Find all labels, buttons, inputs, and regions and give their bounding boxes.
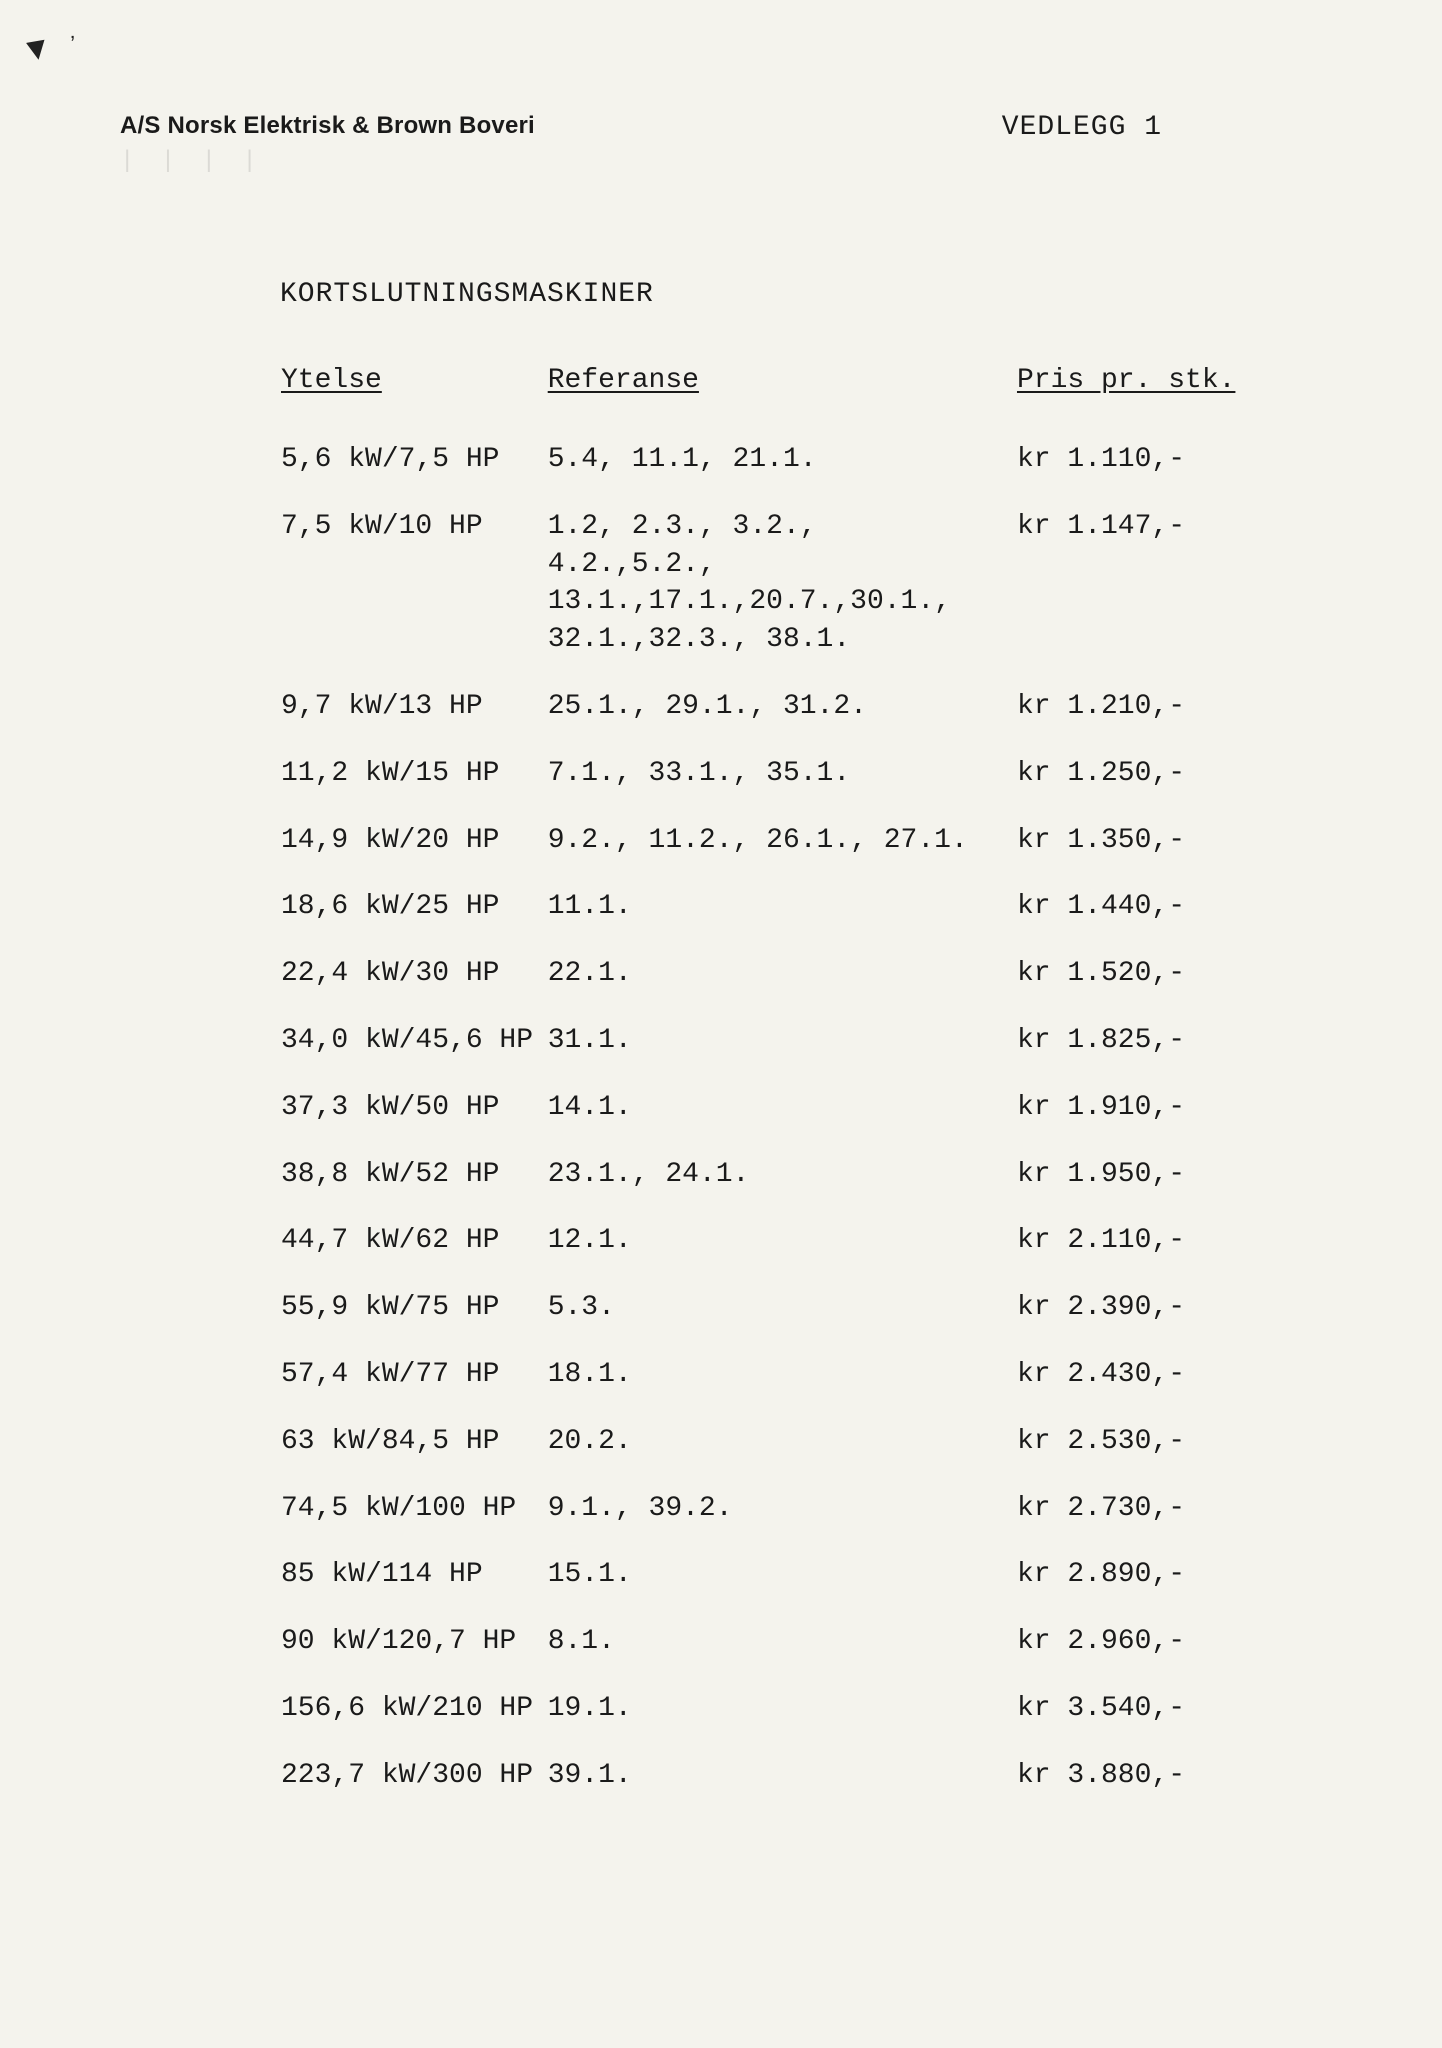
cell-referanse: 11.1. bbox=[547, 887, 1016, 954]
col-header-pris-label: Pris pr. stk. bbox=[1017, 365, 1235, 396]
cell-pris: kr 1.440,- bbox=[1016, 887, 1242, 954]
table-row: 22,4 kW/30 HP22.1.kr 1.520,- bbox=[280, 954, 1242, 1021]
cell-pris: kr 2.390,- bbox=[1016, 1288, 1242, 1355]
table-row: 85 kW/114 HP15.1.kr 2.890,- bbox=[280, 1555, 1242, 1622]
table-row: 5,6 kW/7,5 HP5.4, 11.1, 21.1.kr 1.110,- bbox=[280, 440, 1242, 507]
document-page: ▾ ʼ A/S Norsk Elektrisk & Brown Boveri V… bbox=[0, 0, 1442, 2048]
table-row: 63 kW/84,5 HP20.2.kr 2.530,- bbox=[280, 1422, 1242, 1489]
cell-pris: kr 1.950,- bbox=[1016, 1155, 1242, 1222]
cell-referanse: 25.1., 29.1., 31.2. bbox=[547, 687, 1016, 754]
cell-referanse: 5.4, 11.1, 21.1. bbox=[547, 440, 1016, 507]
cell-ytelse: 37,3 kW/50 HP bbox=[280, 1088, 547, 1155]
cell-referanse: 7.1., 33.1., 35.1. bbox=[547, 754, 1016, 821]
table-row: 14,9 kW/20 HP9.2., 11.2., 26.1., 27.1.kr… bbox=[280, 821, 1242, 888]
cell-pris: kr 1.110,- bbox=[1016, 440, 1242, 507]
cell-pris: kr 2.430,- bbox=[1016, 1355, 1242, 1422]
table-row: 7,5 kW/10 HP1.2, 2.3., 3.2., 4.2.,5.2., … bbox=[280, 507, 1242, 687]
faint-stamp: | | | | bbox=[120, 148, 263, 175]
cell-pris: kr 3.540,- bbox=[1016, 1689, 1242, 1756]
cell-referanse: 22.1. bbox=[547, 954, 1016, 1021]
corner-mark2-icon: ʼ bbox=[66, 34, 79, 59]
cell-pris: kr 2.960,- bbox=[1016, 1622, 1242, 1689]
cell-referanse: 14.1. bbox=[547, 1088, 1016, 1155]
cell-ytelse: 7,5 kW/10 HP bbox=[280, 507, 547, 687]
cell-referanse: 19.1. bbox=[547, 1689, 1016, 1756]
cell-referanse: 9.1., 39.2. bbox=[547, 1489, 1016, 1556]
document-title: KORTSLUTNINGSMASKINER bbox=[280, 279, 1242, 310]
cell-ytelse: 18,6 kW/25 HP bbox=[280, 887, 547, 954]
col-header-ytelse-label: Ytelse bbox=[281, 365, 382, 396]
cell-pris: kr 2.110,- bbox=[1016, 1221, 1242, 1288]
cell-ytelse: 38,8 kW/52 HP bbox=[280, 1155, 547, 1222]
col-header-referanse-label: Referanse bbox=[548, 365, 699, 396]
cell-referanse: 31.1. bbox=[547, 1021, 1016, 1088]
attachment-label: VEDLEGG 1 bbox=[1002, 112, 1162, 143]
cell-pris: kr 2.530,- bbox=[1016, 1422, 1242, 1489]
table-row: 90 kW/120,7 HP8.1.kr 2.960,- bbox=[280, 1622, 1242, 1689]
col-header-ytelse: Ytelse bbox=[280, 364, 547, 440]
price-table: Ytelse Referanse Pris pr. stk. 5,6 kW/7,… bbox=[280, 364, 1242, 1823]
cell-referanse: 23.1., 24.1. bbox=[547, 1155, 1016, 1222]
cell-pris: kr 1.910,- bbox=[1016, 1088, 1242, 1155]
cell-pris: kr 3.880,- bbox=[1016, 1756, 1242, 1823]
cell-referanse: 15.1. bbox=[547, 1555, 1016, 1622]
table-row: 18,6 kW/25 HP11.1.kr 1.440,- bbox=[280, 887, 1242, 954]
cell-referanse: 1.2, 2.3., 3.2., 4.2.,5.2., 13.1.,17.1.,… bbox=[547, 507, 1016, 687]
table-row: 223,7 kW/300 HP39.1.kr 3.880,- bbox=[280, 1756, 1242, 1823]
cell-ytelse: 22,4 kW/30 HP bbox=[280, 954, 547, 1021]
cell-pris: kr 2.730,- bbox=[1016, 1489, 1242, 1556]
content-block: KORTSLUTNINGSMASKINER Ytelse Referanse P… bbox=[280, 279, 1242, 1823]
table-header-row: Ytelse Referanse Pris pr. stk. bbox=[280, 364, 1242, 440]
cell-referanse: 18.1. bbox=[547, 1355, 1016, 1422]
cell-pris: kr 1.520,- bbox=[1016, 954, 1242, 1021]
table-row: 9,7 kW/13 HP25.1., 29.1., 31.2.kr 1.210,… bbox=[280, 687, 1242, 754]
cell-ytelse: 55,9 kW/75 HP bbox=[280, 1288, 547, 1355]
cell-pris: kr 1.825,- bbox=[1016, 1021, 1242, 1088]
table-body: 5,6 kW/7,5 HP5.4, 11.1, 21.1.kr 1.110,-7… bbox=[280, 440, 1242, 1823]
company-name: A/S Norsk Elektrisk & Brown Boveri bbox=[120, 112, 535, 140]
table-row: 156,6 kW/210 HP19.1.kr 3.540,- bbox=[280, 1689, 1242, 1756]
cell-pris: kr 2.890,- bbox=[1016, 1555, 1242, 1622]
corner-mark-icon: ▾ bbox=[25, 27, 49, 69]
cell-pris: kr 1.210,- bbox=[1016, 687, 1242, 754]
table-row: 11,2 kW/15 HP7.1., 33.1., 35.1.kr 1.250,… bbox=[280, 754, 1242, 821]
cell-ytelse: 63 kW/84,5 HP bbox=[280, 1422, 547, 1489]
cell-ytelse: 5,6 kW/7,5 HP bbox=[280, 440, 547, 507]
table-row: 37,3 kW/50 HP14.1.kr 1.910,- bbox=[280, 1088, 1242, 1155]
cell-ytelse: 57,4 kW/77 HP bbox=[280, 1355, 547, 1422]
table-row: 38,8 kW/52 HP23.1., 24.1.kr 1.950,- bbox=[280, 1155, 1242, 1222]
cell-ytelse: 9,7 kW/13 HP bbox=[280, 687, 547, 754]
cell-referanse: 12.1. bbox=[547, 1221, 1016, 1288]
cell-pris: kr 1.250,- bbox=[1016, 754, 1242, 821]
table-row: 57,4 kW/77 HP18.1.kr 2.430,- bbox=[280, 1355, 1242, 1422]
cell-ytelse: 90 kW/120,7 HP bbox=[280, 1622, 547, 1689]
cell-ytelse: 74,5 kW/100 HP bbox=[280, 1489, 547, 1556]
cell-referanse: 9.2., 11.2., 26.1., 27.1. bbox=[547, 821, 1016, 888]
table-row: 34,0 kW/45,6 HP31.1.kr 1.825,- bbox=[280, 1021, 1242, 1088]
col-header-referanse: Referanse bbox=[547, 364, 1016, 440]
cell-ytelse: 85 kW/114 HP bbox=[280, 1555, 547, 1622]
table-row: 44,7 kW/62 HP12.1.kr 2.110,- bbox=[280, 1221, 1242, 1288]
cell-ytelse: 14,9 kW/20 HP bbox=[280, 821, 547, 888]
cell-referanse: 20.2. bbox=[547, 1422, 1016, 1489]
cell-referanse: 39.1. bbox=[547, 1756, 1016, 1823]
cell-ytelse: 11,2 kW/15 HP bbox=[280, 754, 547, 821]
cell-ytelse: 223,7 kW/300 HP bbox=[280, 1756, 547, 1823]
cell-ytelse: 34,0 kW/45,6 HP bbox=[280, 1021, 547, 1088]
cell-ytelse: 156,6 kW/210 HP bbox=[280, 1689, 547, 1756]
col-header-pris: Pris pr. stk. bbox=[1016, 364, 1242, 440]
header-row: A/S Norsk Elektrisk & Brown Boveri VEDLE… bbox=[0, 112, 1442, 143]
cell-referanse: 5.3. bbox=[547, 1288, 1016, 1355]
cell-pris: kr 1.350,- bbox=[1016, 821, 1242, 888]
cell-ytelse: 44,7 kW/62 HP bbox=[280, 1221, 547, 1288]
table-row: 74,5 kW/100 HP9.1., 39.2.kr 2.730,- bbox=[280, 1489, 1242, 1556]
cell-pris: kr 1.147,- bbox=[1016, 507, 1242, 687]
cell-referanse: 8.1. bbox=[547, 1622, 1016, 1689]
table-row: 55,9 kW/75 HP5.3.kr 2.390,- bbox=[280, 1288, 1242, 1355]
